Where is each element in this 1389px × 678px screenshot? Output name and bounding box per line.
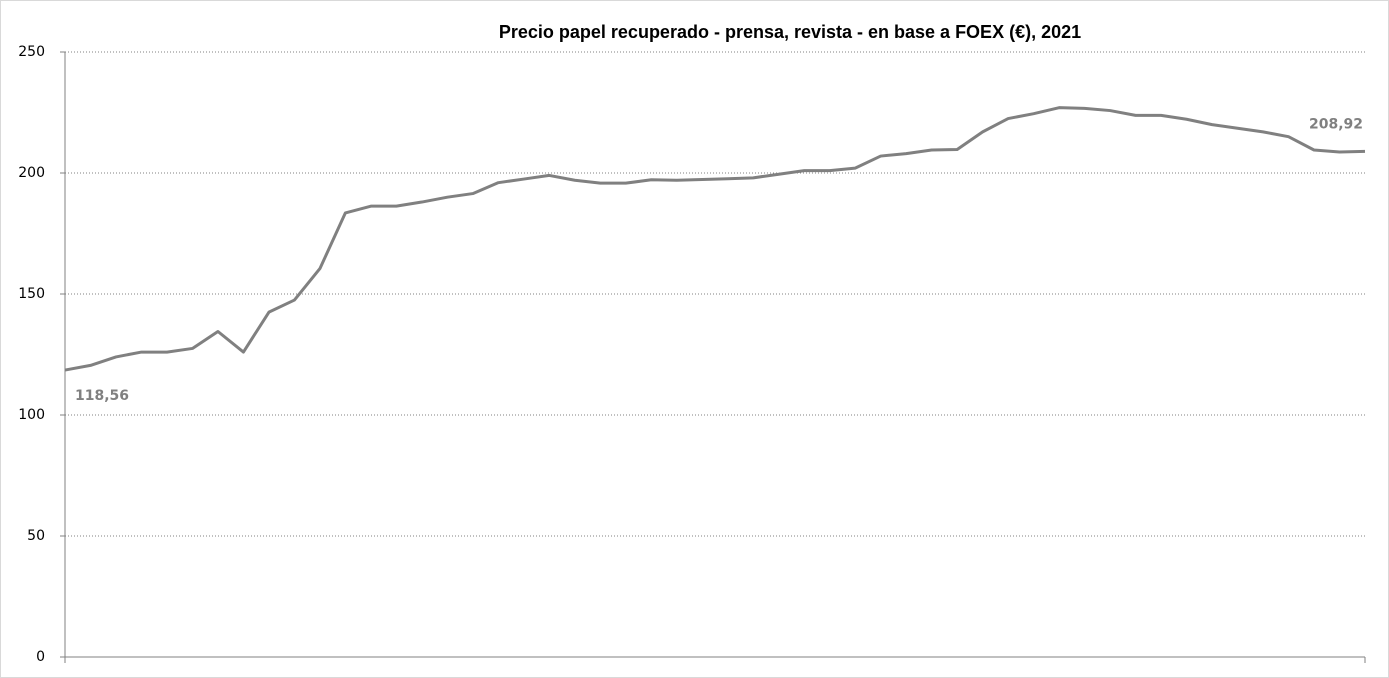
y-tick-label: 150 [18,286,45,302]
y-tick-label: 100 [18,407,45,423]
value-label: 118,56 [75,388,129,404]
y-tick-label: 0 [36,649,45,665]
y-tick-label: 50 [27,528,45,544]
y-tick-label: 250 [18,44,45,60]
chart-title: Precio papel recuperado - prensa, revist… [499,22,1081,42]
value-label: 208,92 [1309,116,1363,132]
y-tick-label: 200 [18,165,45,181]
line [64,106,1366,372]
